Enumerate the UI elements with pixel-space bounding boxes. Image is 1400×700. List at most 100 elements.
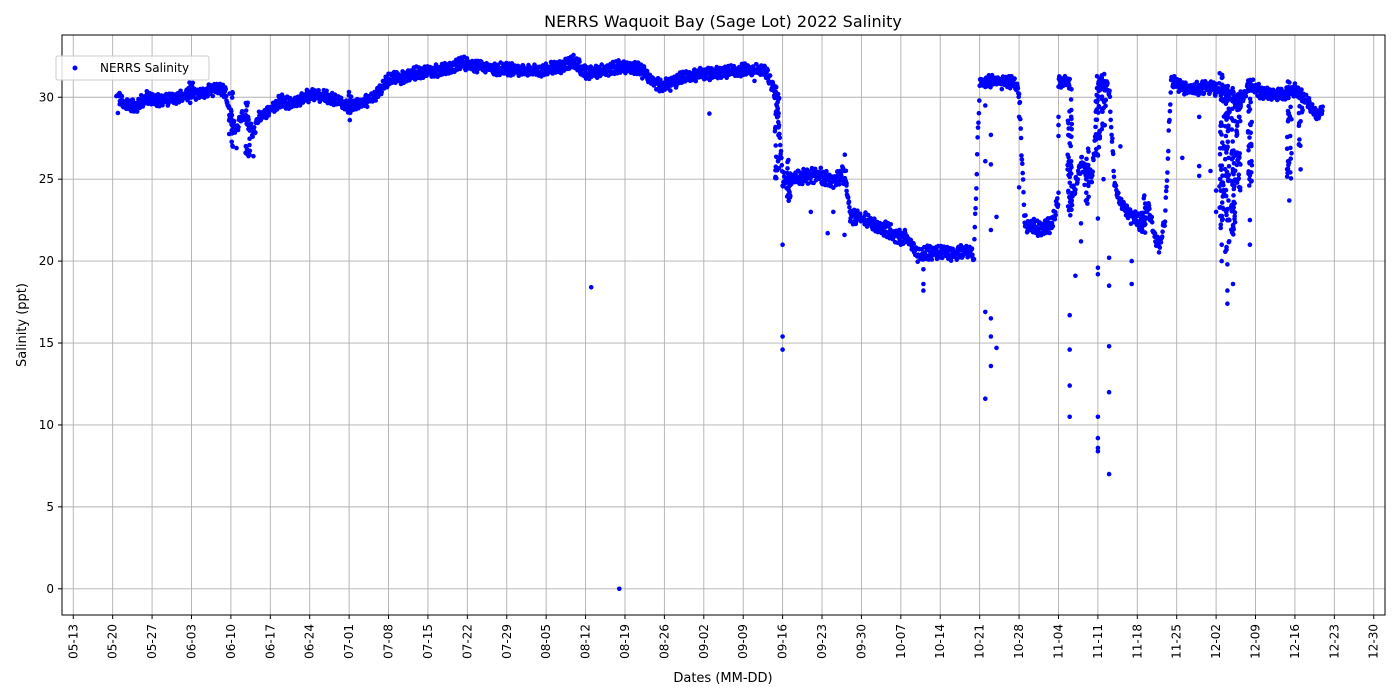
trend-point	[364, 104, 370, 110]
spike-point	[776, 125, 781, 130]
trend-point	[543, 61, 549, 66]
trend-point	[1012, 76, 1017, 81]
spike-point	[1099, 126, 1105, 132]
spike-point	[772, 129, 778, 134]
spike-point	[1229, 116, 1234, 121]
trend-point	[1050, 223, 1056, 229]
trend-point	[1111, 174, 1117, 180]
outlier-point	[1095, 216, 1101, 221]
outlier-point	[617, 586, 622, 592]
trend-point	[969, 246, 975, 251]
trend-point	[1152, 231, 1158, 236]
spike-point	[1084, 190, 1089, 195]
outlier-point	[1095, 414, 1101, 420]
spike-point	[190, 80, 196, 86]
outlier-point	[1225, 288, 1230, 293]
outlier-point	[921, 281, 926, 287]
spike-point	[1097, 133, 1102, 139]
spike-point	[1288, 156, 1293, 161]
outlier-point	[1078, 239, 1084, 244]
outlier-point	[1067, 414, 1072, 420]
spike-point	[1222, 156, 1228, 162]
trend-point	[251, 125, 257, 130]
trend-point	[872, 216, 877, 221]
spike-point	[229, 112, 235, 118]
x-tick-label: 12-16	[1288, 624, 1302, 659]
spike-point	[1220, 88, 1226, 93]
spike-point	[1286, 162, 1291, 168]
x-tick-label: 12-09	[1249, 624, 1263, 659]
trend-point	[1069, 202, 1075, 208]
trend-point	[1156, 250, 1162, 255]
spike-point	[1066, 190, 1071, 195]
outlier-point	[707, 111, 712, 116]
trend-point	[1110, 136, 1115, 141]
trend-point	[868, 216, 874, 221]
x-tick-label: 12-02	[1209, 624, 1223, 659]
spike-point	[1066, 79, 1071, 84]
outlier-point	[1106, 255, 1112, 261]
spike-point	[1069, 184, 1074, 189]
trend-point	[1113, 183, 1119, 188]
plot-frame	[61, 34, 1386, 616]
trend-point	[140, 104, 146, 109]
spike-point	[1297, 103, 1302, 109]
trend-point	[1303, 92, 1309, 98]
spike-point	[1230, 228, 1235, 233]
trend-point	[258, 118, 264, 123]
trend-point	[1225, 83, 1231, 89]
outlier-point	[988, 227, 994, 233]
outlier-point	[1118, 144, 1123, 149]
spike-point	[1142, 201, 1148, 206]
spike-point	[1230, 139, 1235, 144]
spike-point	[1099, 73, 1105, 78]
spike-point	[189, 94, 195, 100]
outlier-point	[1095, 435, 1101, 441]
outlier-point	[994, 345, 999, 351]
trend-point	[1018, 126, 1023, 131]
trend-point	[837, 182, 842, 187]
trend-point	[1159, 234, 1165, 239]
x-tick-label: 06-24	[303, 624, 317, 659]
x-tick-label: 05-13	[66, 624, 80, 659]
spike-point	[1299, 109, 1305, 115]
spike-point	[1220, 180, 1226, 185]
trend-point	[778, 148, 784, 154]
trend-point	[781, 170, 787, 175]
trend-point	[1183, 80, 1188, 85]
x-tick-label: 11-11	[1091, 624, 1105, 659]
outlier-point	[1106, 471, 1112, 477]
spike-point	[1286, 117, 1291, 122]
spike-point	[227, 91, 232, 96]
trend-point	[1111, 168, 1116, 174]
outlier-point	[1225, 217, 1230, 223]
spike-point	[1068, 114, 1074, 120]
x-tick-label: 06-03	[184, 624, 198, 659]
outlier-point	[1298, 167, 1303, 172]
spike-point	[1234, 129, 1240, 135]
trend-point	[483, 70, 488, 75]
outlier-point	[1095, 265, 1101, 271]
spike-point	[117, 101, 122, 107]
trend-point	[1017, 99, 1023, 105]
spike-point	[1231, 193, 1236, 198]
spike-point	[1142, 193, 1147, 198]
spike-point	[773, 85, 779, 90]
spike-point	[1237, 187, 1243, 193]
trend-point	[1023, 213, 1028, 218]
x-tick-label: 09-02	[697, 624, 711, 659]
spike-point	[776, 119, 781, 125]
outlier-point	[1213, 188, 1219, 193]
outlier-point	[1016, 185, 1022, 190]
spike-point	[1289, 151, 1294, 156]
x-tick-label: 12-30	[1367, 624, 1381, 659]
y-tick-label: 5	[46, 500, 54, 514]
spike-point	[1224, 209, 1229, 215]
spike-point	[1218, 225, 1223, 231]
y-tick-label: 10	[39, 418, 54, 432]
spike-point	[243, 143, 249, 149]
trend-point	[834, 173, 840, 179]
trend-point	[1018, 135, 1024, 141]
spike-point	[1067, 109, 1072, 114]
trend-point	[1162, 219, 1168, 224]
